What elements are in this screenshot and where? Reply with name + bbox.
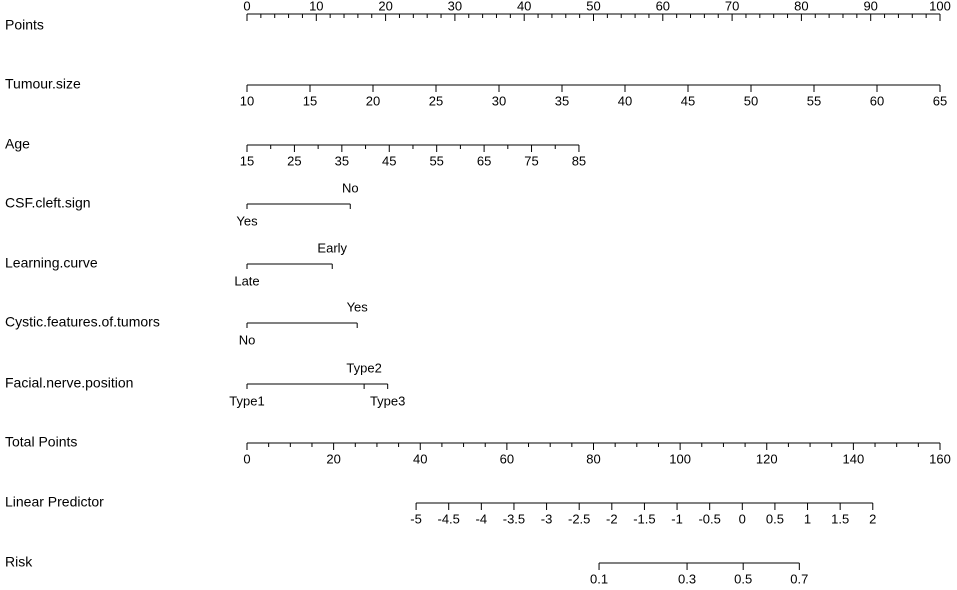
tick-label: 50 xyxy=(744,93,758,108)
tick-label: 1 xyxy=(804,511,811,526)
tick-label: 60 xyxy=(500,451,514,466)
tick-label: Type2 xyxy=(346,360,381,375)
row-label: Age xyxy=(5,136,30,152)
tick-label: -4 xyxy=(476,511,488,526)
tick-label: -3 xyxy=(541,511,553,526)
tick-label: 20 xyxy=(366,93,380,108)
row-label: Facial.nerve.position xyxy=(5,375,133,391)
tick-label: 40 xyxy=(618,93,632,108)
tick-label: 30 xyxy=(448,0,462,13)
tick-label: 20 xyxy=(378,0,392,13)
row-label: Tumour.size xyxy=(5,76,81,92)
tick-label: -4.5 xyxy=(438,511,460,526)
tick-label: Yes xyxy=(236,213,258,228)
tick-label: 0.7 xyxy=(790,571,808,586)
tick-label: 45 xyxy=(382,153,396,168)
tick-label: 25 xyxy=(429,93,443,108)
tick-label: -2.5 xyxy=(568,511,590,526)
tick-label: 140 xyxy=(843,451,865,466)
tick-label: 65 xyxy=(933,93,947,108)
tick-label: 35 xyxy=(335,153,349,168)
row-label: Points xyxy=(5,17,44,33)
tick-label: 1.5 xyxy=(831,511,849,526)
tick-label: 70 xyxy=(725,0,739,13)
tick-label: 160 xyxy=(929,451,951,466)
tick-label: 80 xyxy=(794,0,808,13)
tick-label: 0 xyxy=(243,451,250,466)
tick-label: 100 xyxy=(669,451,691,466)
tick-label: -0.5 xyxy=(698,511,720,526)
tick-label: 85 xyxy=(572,153,586,168)
tick-label: No xyxy=(342,180,359,195)
tick-label: -3.5 xyxy=(503,511,525,526)
row-label: Learning.curve xyxy=(5,255,98,271)
tick-label: 0.5 xyxy=(734,571,752,586)
tick-label: 25 xyxy=(287,153,301,168)
tick-label: 0 xyxy=(739,511,746,526)
tick-label: 60 xyxy=(656,0,670,13)
row-label: Risk xyxy=(5,554,33,570)
tick-label: 65 xyxy=(477,153,491,168)
tick-label: Yes xyxy=(347,299,369,314)
tick-label: 0 xyxy=(243,0,250,13)
tick-label: 20 xyxy=(326,451,340,466)
row-label: CSF.cleft.sign xyxy=(5,195,91,211)
tick-label: 0.3 xyxy=(678,571,696,586)
tick-label: 80 xyxy=(586,451,600,466)
row-label: Cystic.features.of.tumors xyxy=(5,314,160,330)
tick-label: 15 xyxy=(240,153,254,168)
tick-label: 60 xyxy=(870,93,884,108)
tick-label: -1 xyxy=(671,511,683,526)
tick-label: 40 xyxy=(413,451,427,466)
tick-label: 15 xyxy=(303,93,317,108)
tick-label: 75 xyxy=(524,153,538,168)
tick-label: 55 xyxy=(807,93,821,108)
tick-label: 100 xyxy=(929,0,951,13)
tick-label: 90 xyxy=(863,0,877,13)
tick-label: Late xyxy=(234,273,259,288)
row-label: Total Points xyxy=(5,434,77,450)
tick-label: 2 xyxy=(869,511,876,526)
tick-label: Type3 xyxy=(370,393,405,408)
tick-label: Type1 xyxy=(229,393,264,408)
tick-label: Early xyxy=(317,240,347,255)
tick-label: 0.5 xyxy=(766,511,784,526)
row-label: Linear Predictor xyxy=(5,494,104,510)
tick-label: 10 xyxy=(240,93,254,108)
tick-label: 120 xyxy=(756,451,778,466)
tick-label: 45 xyxy=(681,93,695,108)
tick-label: 30 xyxy=(492,93,506,108)
tick-label: -5 xyxy=(410,511,422,526)
tick-label: 0.1 xyxy=(590,571,608,586)
tick-label: 10 xyxy=(309,0,323,13)
tick-label: 35 xyxy=(555,93,569,108)
tick-label: 40 xyxy=(517,0,531,13)
tick-label: -1.5 xyxy=(633,511,655,526)
tick-label: No xyxy=(239,332,256,347)
tick-label: 50 xyxy=(586,0,600,13)
tick-label: 55 xyxy=(429,153,443,168)
tick-label: -2 xyxy=(606,511,618,526)
